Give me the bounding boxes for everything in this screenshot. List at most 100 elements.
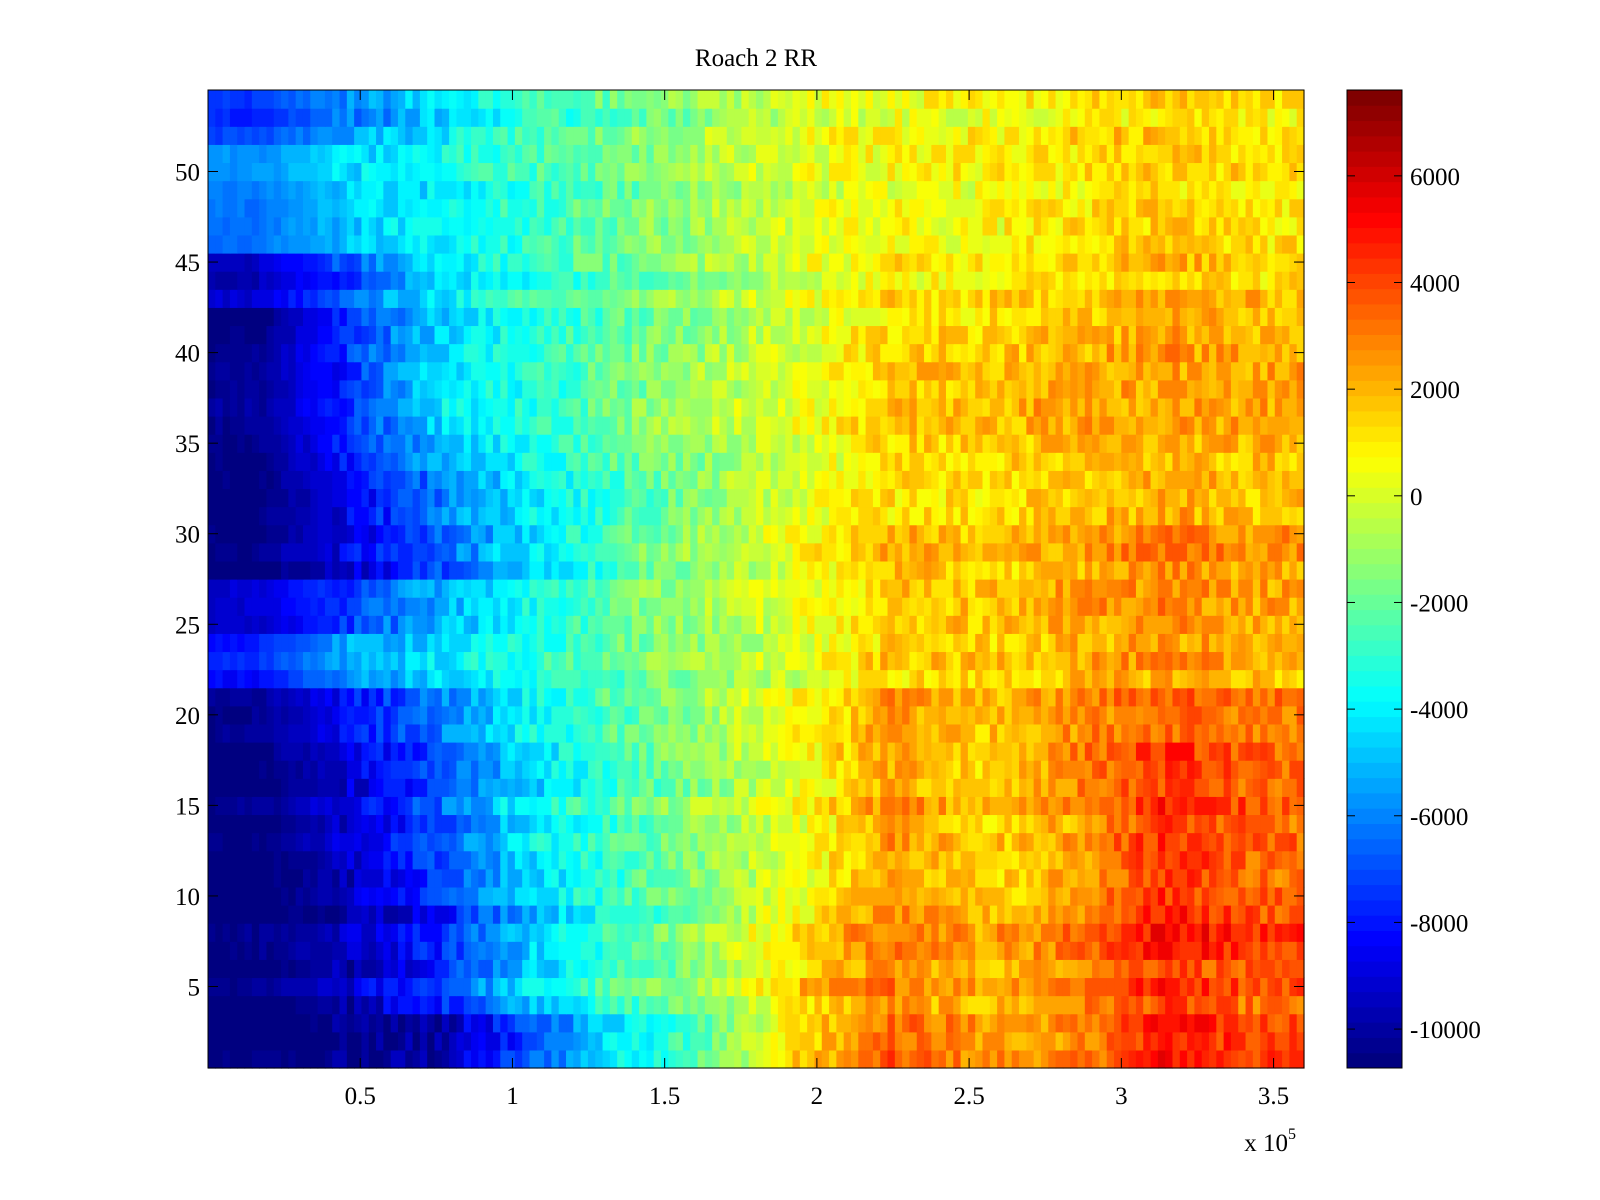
heatmap-cell [646,542,655,562]
heatmap-cell [843,742,852,761]
heatmap-cell [339,651,348,671]
heatmap-cell [894,995,903,1015]
heatmap-cell [1201,886,1210,906]
heatmap-cell [814,905,823,924]
heatmap-cell [405,923,414,942]
heatmap-cell [412,506,421,526]
heatmap-cell [302,905,311,924]
heatmap-cell [434,850,443,870]
heatmap-cell [777,579,786,598]
heatmap-cell [916,796,925,816]
heatmap-cell [507,886,516,906]
heatmap-cell [1121,742,1130,761]
heatmap-cell [449,1049,458,1069]
heatmap-cell [441,542,450,562]
heatmap-cell [244,959,253,979]
heatmap-cell [858,633,867,653]
heatmap-cell [1216,850,1225,870]
heatmap-cell [208,832,216,852]
heatmap-cell [1143,506,1152,526]
heatmap-cell [471,542,479,562]
heatmap-cell [339,669,348,689]
heatmap-cell [1252,941,1261,960]
heatmap-cell [412,778,421,797]
heatmap-cell [449,705,458,725]
heatmap-cell [646,778,655,797]
heatmap-cell [719,760,728,779]
heatmap-cell [982,488,991,508]
heatmap-cell [1055,470,1064,490]
heatmap-cell [821,723,830,743]
heatmap-cell [872,723,881,743]
heatmap-cell [485,832,494,852]
heatmap-cell [989,832,998,852]
heatmap-cell [397,941,406,960]
heatmap-cell [1274,796,1283,816]
heatmap-cell [887,886,896,906]
heatmap-cell [1092,905,1101,924]
heatmap-cell [1223,959,1232,979]
heatmap-cell [595,796,604,816]
heatmap-cell [1282,832,1290,852]
heatmap-cell [441,941,450,960]
heatmap-cell [829,542,837,562]
heatmap-cell [478,597,487,616]
heatmap-cell [251,542,260,562]
heatmap-cell [427,506,436,526]
heatmap-cell [777,723,786,743]
heatmap-cell [719,705,728,725]
heatmap-cell [376,615,384,634]
heatmap-cell [777,687,786,707]
heatmap-cell [792,1031,801,1051]
heatmap-cell [266,470,275,490]
heatmap-cell [1062,615,1071,634]
heatmap-cell [208,669,216,689]
heatmap-cell [259,633,268,653]
heatmap-cell [500,778,509,797]
heatmap-cell [405,597,414,616]
heatmap-cell [551,850,560,870]
heatmap-cell [478,723,487,743]
heatmap-cell [237,560,246,580]
heatmap-cell [288,742,297,761]
heatmap-cell [785,542,794,562]
heatmap-cell [419,778,428,797]
heatmap-cell [1084,905,1093,924]
heatmap-cell [865,723,874,743]
heatmap-cell [222,742,231,761]
heatmap-cell [1070,1049,1079,1069]
heatmap-cell [880,579,889,598]
heatmap-cell [777,1031,786,1051]
heatmap-cell [850,742,859,761]
heatmap-cell [836,923,845,942]
heatmap-cell [1070,796,1079,816]
heatmap-cell [1004,941,1013,960]
heatmap-cell [675,579,684,598]
heatmap-cell [850,1031,859,1051]
heatmap-cell [1114,959,1122,979]
heatmap-cell [675,959,684,979]
heatmap-cell [1062,796,1071,816]
heatmap-cell [500,905,509,924]
heatmap-cell [324,452,333,471]
heatmap-cell [894,705,903,725]
heatmap-cell [281,687,289,707]
heatmap-cell [697,941,706,960]
heatmap-cell [1245,669,1254,689]
heatmap-cell [266,452,275,471]
heatmap-cell [1040,506,1049,526]
heatmap-cell [821,651,830,671]
heatmap-cell [1179,977,1188,997]
heatmap-cell [617,542,626,562]
heatmap-cell [390,524,399,544]
heatmap-cell [894,796,903,816]
heatmap-cell [814,633,823,653]
heatmap-cell [894,579,903,598]
heatmap-cell [456,579,465,598]
heatmap-cell [763,597,772,616]
heatmap-cell [697,977,706,997]
heatmap-cell [332,1013,341,1033]
heatmap-cell [1274,579,1283,598]
heatmap-cell [661,886,669,906]
heatmap-cell [244,1013,253,1033]
